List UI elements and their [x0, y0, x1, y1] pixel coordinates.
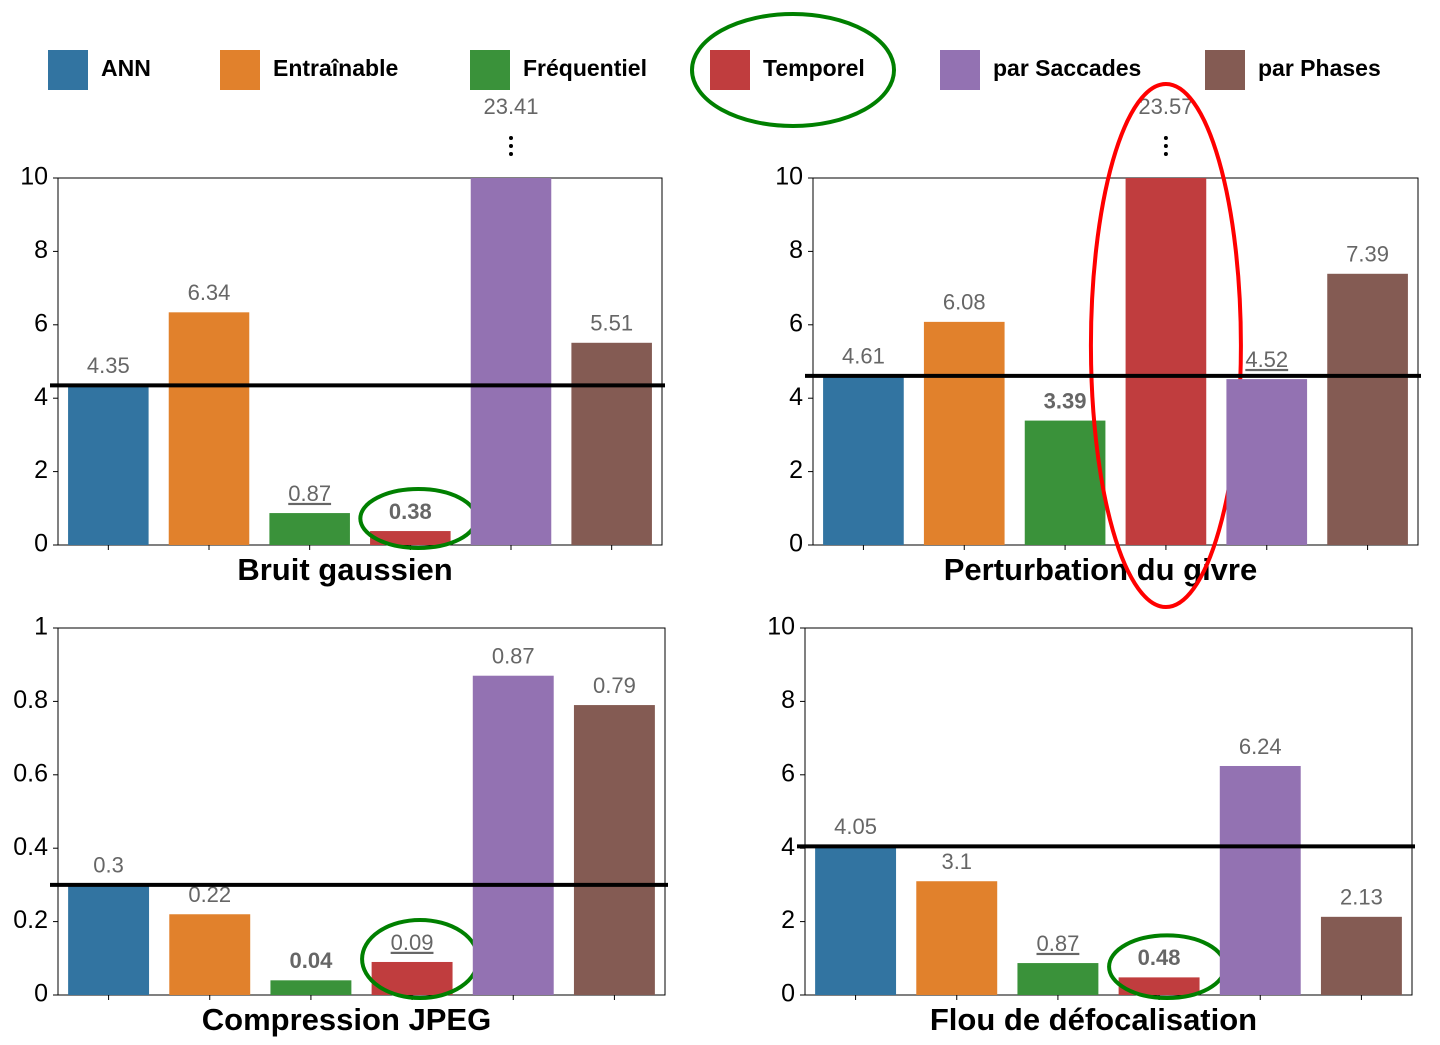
value-label: 0.87 [288, 481, 331, 506]
overflow-dot [1163, 144, 1168, 148]
legend-swatch [48, 50, 88, 90]
plot-frame [57, 627, 666, 996]
value-label: 0.09 [391, 930, 434, 955]
y-tick-label: 10 [20, 163, 48, 191]
bar [1320, 916, 1402, 995]
value-label: 6.24 [1239, 734, 1282, 759]
bar [470, 178, 552, 545]
value-label: 7.39 [1346, 242, 1389, 267]
bar [1017, 963, 1099, 995]
bar [68, 884, 150, 995]
value-label: 0.87 [1037, 931, 1080, 956]
value-label: 3.39 [1044, 388, 1087, 413]
y-tick-label: 8 [781, 686, 795, 714]
bar [168, 312, 250, 545]
value-label: 23.41 [483, 94, 538, 119]
y-tick-label: 10 [767, 613, 795, 641]
value-label: 0.3 [93, 853, 124, 878]
y-tick-label: 10 [775, 163, 803, 191]
bar [1118, 977, 1200, 995]
bar [571, 342, 652, 545]
subplot-title: Bruit gaussien [237, 552, 452, 587]
value-label: 4.52 [1245, 347, 1288, 372]
value-label: 4.05 [834, 814, 877, 839]
bar [270, 980, 352, 995]
legend-swatch [710, 50, 750, 90]
overflow-dot [1163, 152, 1168, 156]
value-label: 3.1 [941, 849, 972, 874]
bar [370, 531, 451, 545]
y-tick-label: 0.2 [13, 906, 48, 934]
value-label: 4.61 [842, 344, 885, 369]
value-label: 5.51 [590, 311, 633, 336]
y-tick-label: 8 [789, 236, 803, 264]
value-label: 0.87 [492, 644, 535, 669]
bar [269, 513, 350, 545]
overflow-dot [509, 152, 513, 156]
value-label: 23.57 [1138, 94, 1193, 119]
y-tick-label: 1 [34, 613, 48, 641]
value-label: 0.48 [1138, 945, 1181, 970]
legend-label: Temporel [763, 55, 865, 81]
bar [823, 375, 904, 545]
y-tick-label: 4 [34, 383, 48, 411]
bar [916, 881, 998, 995]
subplot-title: Compression JPEG [202, 1002, 491, 1037]
value-label: 6.08 [943, 290, 986, 315]
y-tick-label: 0.6 [13, 759, 48, 787]
value-label: 0.79 [593, 673, 636, 698]
legend-swatch [1205, 50, 1245, 90]
legend-swatch [470, 50, 510, 90]
bar [68, 385, 149, 545]
y-tick-label: 8 [34, 236, 48, 264]
y-tick-label: 4 [781, 833, 795, 861]
value-label: 6.34 [188, 280, 231, 305]
y-tick-label: 6 [34, 309, 48, 337]
y-tick-label: 2 [34, 456, 48, 484]
value-label: 2.13 [1340, 885, 1383, 910]
value-label: 0.04 [290, 948, 334, 973]
highlight-ellipse [1088, 82, 1243, 609]
y-tick-label: 6 [789, 309, 803, 337]
plot-frame [804, 627, 1413, 996]
legend-label: Entraînable [273, 55, 398, 81]
legend-label: ANN [101, 55, 151, 81]
bar [169, 914, 251, 995]
legend-label: Fréquentiel [523, 55, 647, 81]
bar [573, 705, 655, 995]
bar [1125, 178, 1207, 545]
legend-swatch [940, 50, 980, 90]
legend-label: par Phases [1258, 55, 1381, 81]
y-tick-label: 0.8 [13, 686, 48, 714]
bar [815, 846, 897, 995]
y-tick-label: 0 [789, 530, 803, 558]
overflow-dot [509, 136, 513, 140]
legend-highlight [690, 12, 896, 128]
bar [1226, 379, 1308, 545]
value-label: 4.35 [87, 353, 130, 378]
subplot-title: Flou de défocalisation [930, 1002, 1257, 1037]
legend-swatch [220, 50, 260, 90]
y-tick-label: 0 [34, 530, 48, 558]
y-tick-label: 6 [781, 759, 795, 787]
overflow-dot [1163, 136, 1168, 140]
plot-frame [57, 177, 663, 546]
bar [1327, 273, 1408, 545]
bar [472, 675, 554, 995]
overflow-dot [509, 144, 513, 148]
legend-label: par Saccades [993, 55, 1141, 81]
bar [1219, 765, 1301, 995]
y-tick-label: 2 [781, 906, 795, 934]
y-tick-label: 0.4 [13, 833, 48, 861]
bar [1024, 420, 1106, 545]
bar [923, 321, 1005, 545]
y-tick-label: 2 [789, 456, 803, 484]
value-label: 0.38 [389, 499, 432, 524]
y-tick-label: 0 [781, 980, 795, 1008]
y-tick-label: 0 [34, 980, 48, 1008]
y-tick-label: 4 [789, 383, 803, 411]
